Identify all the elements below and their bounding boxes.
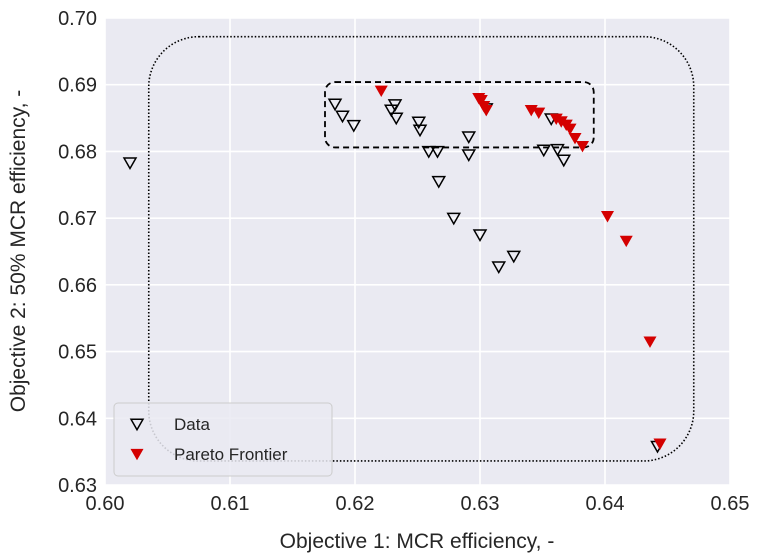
data-point [346, 119, 362, 133]
data-point [491, 261, 507, 275]
y-axis-label: Objective 2: 50% MCR efficiency, - [7, 90, 30, 413]
data-point [550, 143, 565, 157]
y-tick-label: 0.64 [58, 408, 97, 430]
data-point [446, 212, 462, 226]
legend-pareto-marker [130, 448, 144, 461]
pareto-point [479, 104, 493, 117]
data-point [430, 145, 445, 159]
y-tick-label: 0.63 [58, 475, 97, 497]
x-tick-label: 0.63 [461, 493, 500, 515]
pareto-point [600, 211, 615, 223]
data-point [387, 99, 403, 112]
y-tick-label: 0.70 [58, 8, 97, 30]
data-point [506, 250, 522, 264]
pareto-point [568, 132, 582, 145]
outer-dotted-region [147, 35, 695, 462]
x-tick-label: 0.65 [711, 493, 750, 515]
y-tick-label: 0.67 [58, 208, 97, 230]
data-point [388, 112, 404, 126]
data-point [536, 144, 552, 158]
data-point [556, 154, 572, 168]
pareto-point [619, 235, 633, 248]
legend: Data Pareto Frontier [113, 402, 333, 477]
pareto-point [653, 438, 667, 450]
y-tick-label: 0.65 [58, 342, 97, 364]
data-point [327, 98, 343, 112]
pareto-point [563, 123, 577, 136]
legend-box [113, 402, 333, 477]
data-point [421, 145, 437, 159]
annotation-boxes [147, 35, 695, 462]
y-tick-label: 0.69 [58, 75, 97, 97]
data-point [411, 116, 427, 130]
data-point [461, 131, 477, 144]
legend-label: Pareto Frontier [174, 445, 288, 464]
legend-label: Data [174, 415, 210, 434]
pareto-point [532, 107, 546, 120]
x-tick-label: 0.64 [586, 493, 625, 515]
pareto-point [643, 336, 657, 348]
data-point [472, 229, 488, 243]
y-tick-label: 0.68 [58, 141, 97, 163]
y-tick-label: 0.66 [58, 275, 97, 297]
x-tick-label: 0.60 [86, 493, 125, 515]
data-point [461, 149, 477, 162]
tick-labels: 0.60 0.61 0.62 0.63 0.64 0.65 0.63 0.64 0.65 0.66… [58, 8, 749, 515]
x-axis-label: Objective 1: MCR efficiency, - [280, 530, 555, 553]
x-tick-label: 0.62 [336, 493, 375, 515]
data-point [335, 110, 350, 124]
pareto-point [474, 94, 488, 107]
data-points [122, 85, 667, 454]
legend-data-marker [129, 418, 145, 432]
pareto-point [575, 140, 590, 153]
pareto-point [374, 85, 388, 98]
data-point [431, 175, 447, 189]
inner-dashed-region [324, 81, 595, 149]
data-point [412, 124, 428, 138]
data-point [122, 157, 138, 170]
x-tick-label: 0.61 [211, 493, 250, 515]
